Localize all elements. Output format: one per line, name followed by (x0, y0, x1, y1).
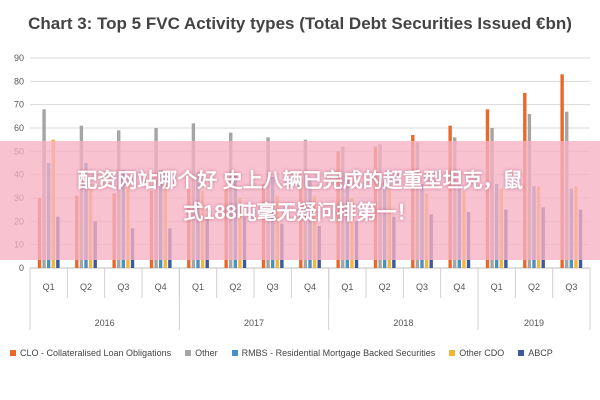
x-tick-label: Q4 (453, 282, 465, 292)
legend-label: ABCP (528, 348, 553, 358)
advert-overlay-text: 配资网站哪个好 史上八辆已完成的超重型坦克，鼠 式188吨毫无疑问排第一！ (0, 165, 600, 229)
x-tick-label: Q4 (304, 282, 316, 292)
x-tick-label: Q3 (117, 282, 129, 292)
x-tick-label: Q3 (565, 282, 577, 292)
year-label: 2019 (524, 318, 544, 328)
y-tick-label: 80 (14, 76, 24, 86)
legend-label: RMBS - Residential Mortgage Backed Secur… (241, 348, 436, 358)
year-label: 2017 (244, 318, 264, 328)
legend-swatch (231, 350, 238, 356)
legend-swatch (10, 350, 16, 356)
legend-swatch (185, 350, 192, 356)
chart-legend: CLO - Collateralised Loan Obligations Oth… (10, 348, 595, 358)
y-tick-label: 60 (14, 123, 24, 133)
advert-line-1: 配资网站哪个好 史上八辆已完成的超重型坦克，鼠 (77, 170, 523, 192)
legend-item: CLO - Collateralised Loan Obligations (10, 348, 171, 358)
legend-swatch (449, 350, 456, 356)
y-tick-label: 0 (19, 263, 24, 273)
x-tick-label: Q1 (43, 282, 55, 292)
x-tick-label: Q1 (192, 282, 204, 292)
legend-item: RMBS - Residential Mortgage Backed Secur… (231, 348, 436, 358)
x-tick-label: Q4 (155, 282, 167, 292)
legend-swatch (518, 350, 525, 356)
x-tick-label: Q2 (379, 282, 391, 292)
x-tick-label: Q3 (267, 282, 279, 292)
x-tick-label: Q1 (491, 282, 503, 292)
x-tick-label: Q2 (80, 282, 92, 292)
legend-item: ABCP (518, 348, 553, 358)
x-tick-label: Q2 (229, 282, 241, 292)
x-tick-label: Q1 (341, 282, 353, 292)
x-tick-label: Q2 (528, 282, 540, 292)
year-label: 2016 (95, 318, 115, 328)
legend-item: Other (185, 348, 218, 358)
legend-label: CLO - Collateralised Loan Obligations (20, 348, 172, 358)
legend-item: Other CDO (449, 348, 504, 358)
y-tick-label: 90 (14, 53, 24, 63)
advert-line-2: 式188吨毫无疑问排第一！ (183, 202, 417, 224)
y-tick-label: 70 (14, 100, 24, 110)
chart-title: Chart 3: Top 5 FVC Activity types (Total… (28, 14, 572, 33)
advert-overlay-band (0, 141, 600, 260)
legend-label: Other CDO (459, 348, 505, 358)
legend-label: Other (195, 348, 218, 358)
year-label: 2018 (393, 318, 413, 328)
x-tick-label: Q3 (416, 282, 428, 292)
